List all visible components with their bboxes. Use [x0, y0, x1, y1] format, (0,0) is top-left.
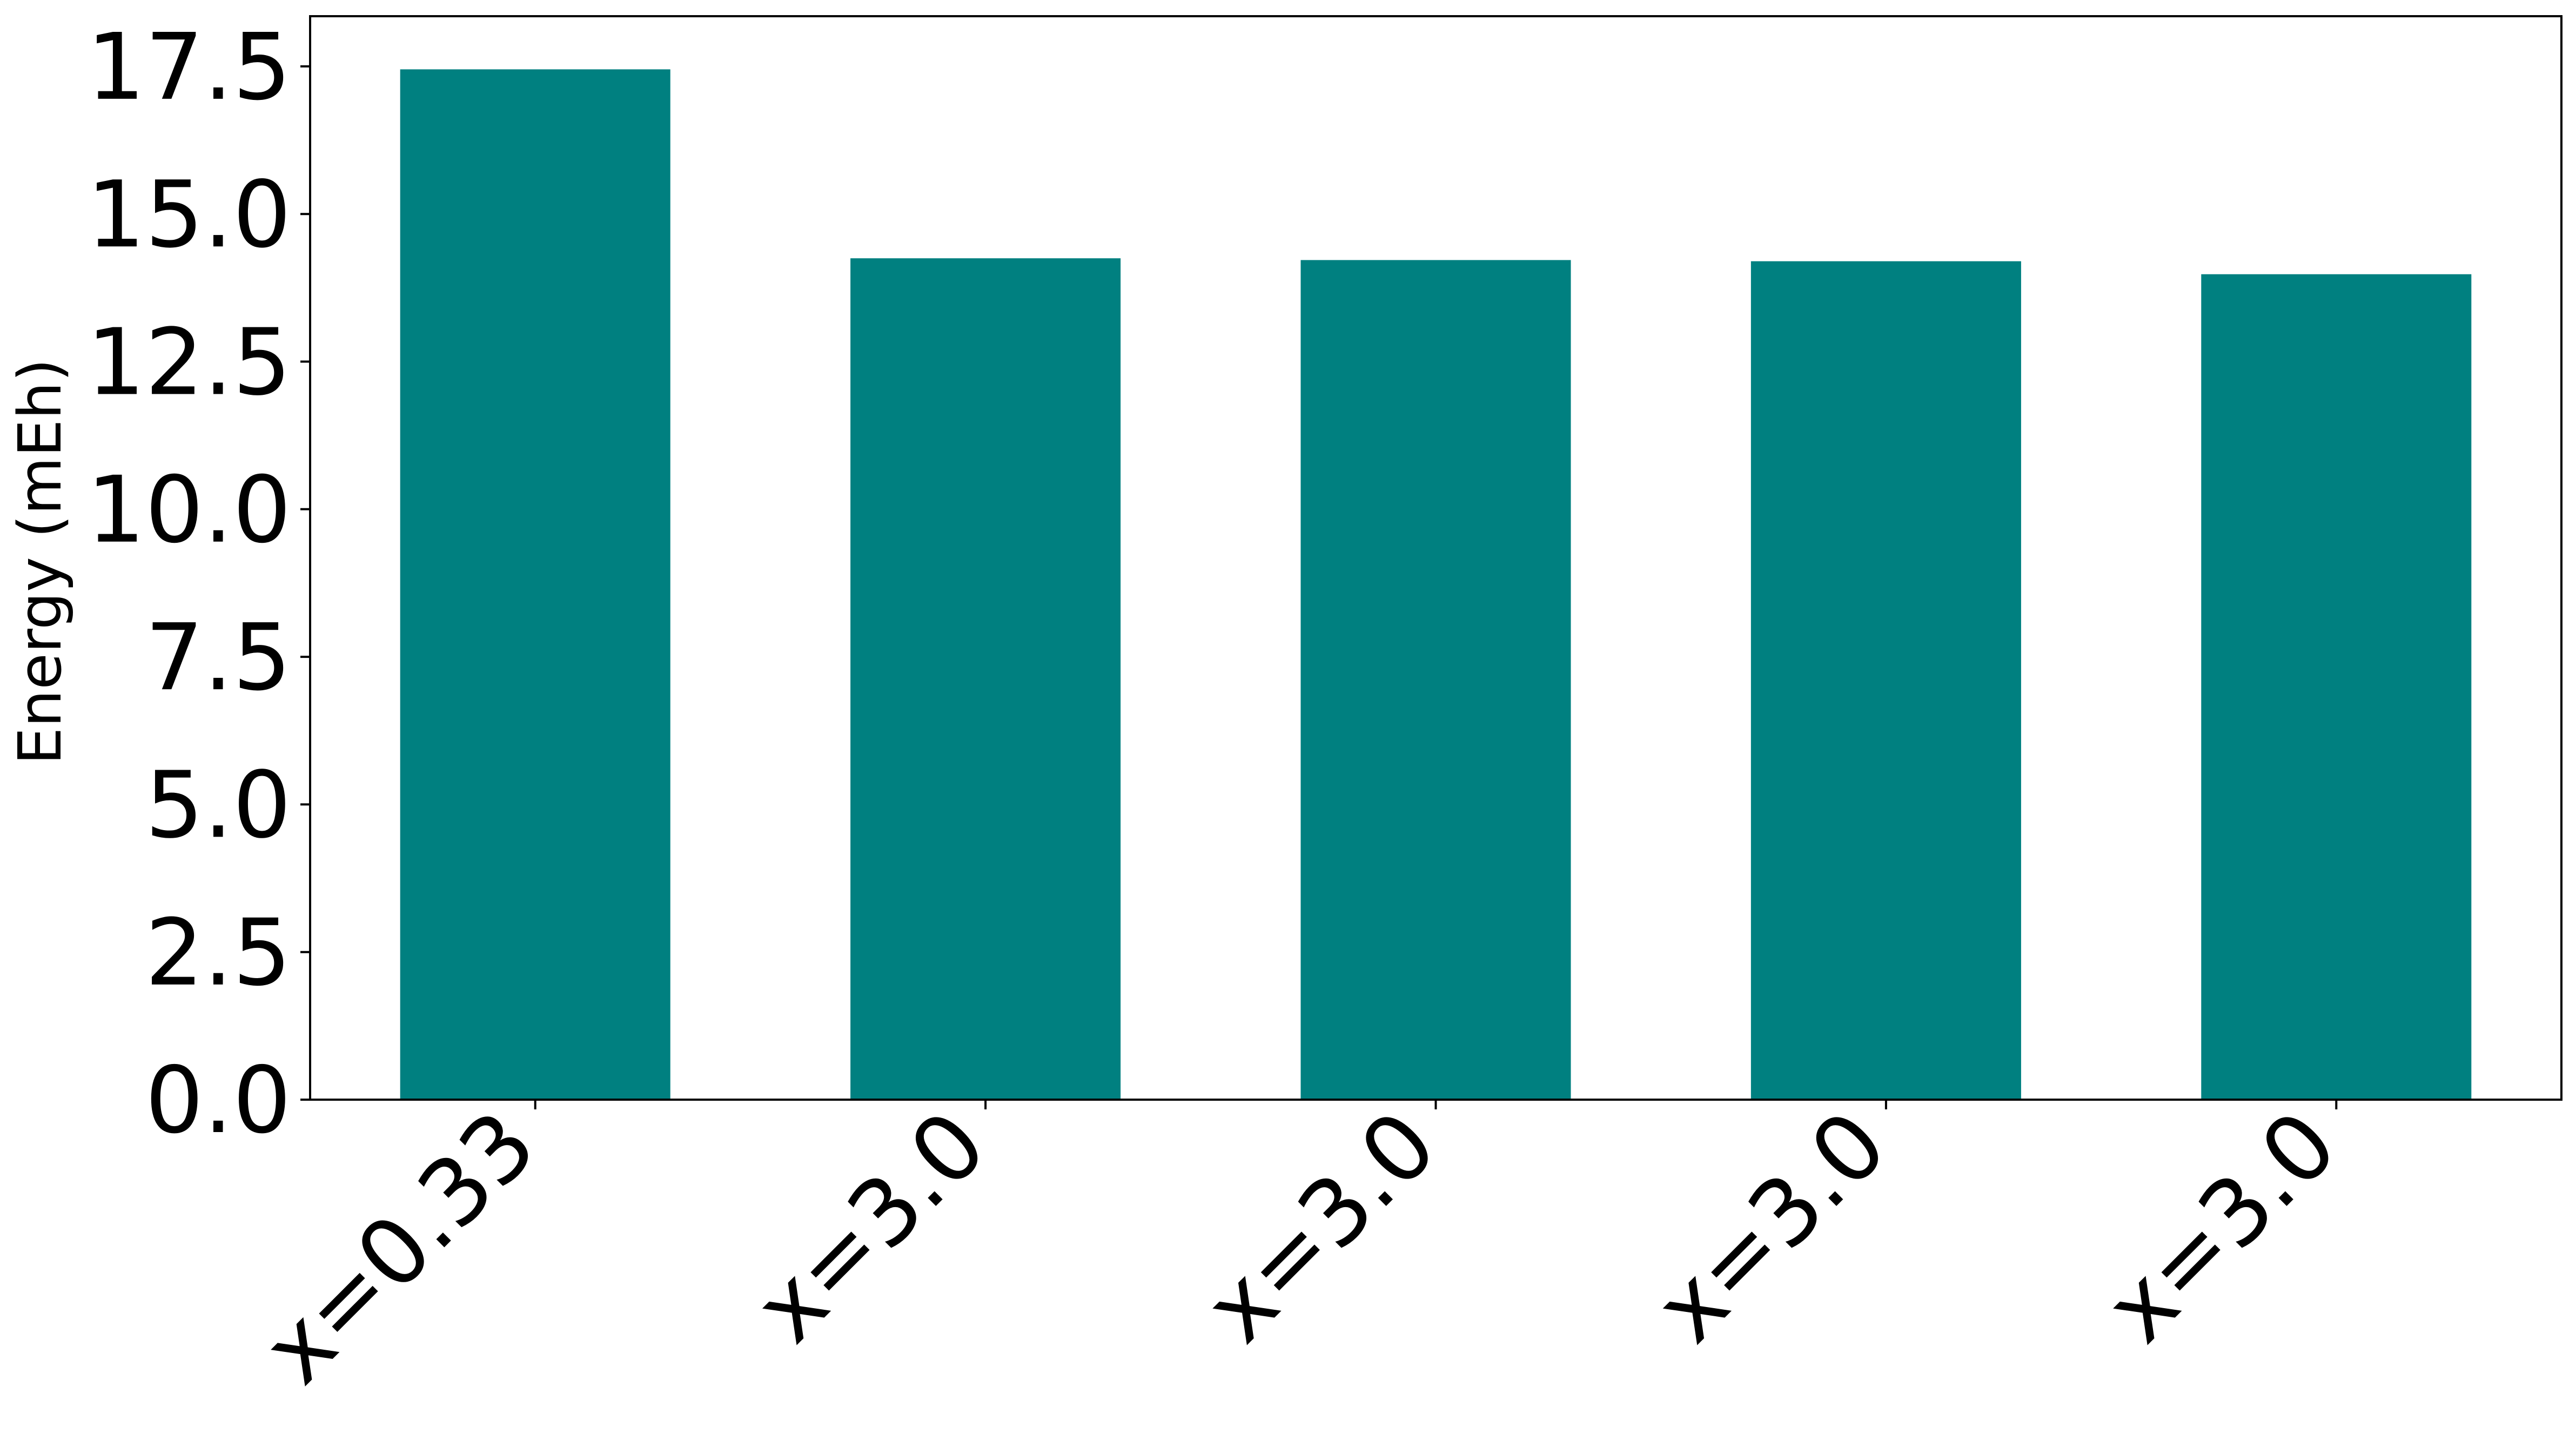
x-tick-label-4: x=3.0	[1635, 1091, 1907, 1363]
y-tick-label-7: 17.5	[86, 14, 291, 121]
y-axis-label: Energy (mEh)	[5, 359, 75, 765]
y-tick-label-2: 5.0	[145, 752, 291, 859]
x-tick-label-3: x=3.0	[1185, 1091, 1457, 1363]
x-tick-label-5: x=3.0	[2085, 1091, 2357, 1363]
bar-4	[1750, 261, 2021, 1100]
y-tick-label-6: 15.0	[86, 161, 291, 268]
y-axis: 0.0 2.5 5.0 7.5 10.0 12.5 15.0 17.5	[86, 14, 310, 1154]
bar-3	[1300, 260, 1571, 1100]
bars-group	[400, 69, 2472, 1100]
y-tick-label-4: 10.0	[86, 457, 291, 564]
y-tick-label-3: 7.5	[145, 604, 291, 711]
bar-1	[400, 69, 670, 1100]
bar-2	[850, 258, 1121, 1100]
plot-frame	[309, 15, 2562, 1101]
x-tick-label-2: x=3.0	[735, 1091, 1007, 1363]
x-axis: x=0.33 x=3.0 x=3.0 x=3.0 x=3.0	[243, 1091, 2357, 1404]
y-tick-label-5: 12.5	[86, 309, 291, 416]
bar-5	[2201, 274, 2472, 1100]
y-tick-label-0: 0.0	[145, 1047, 291, 1154]
y-tick-label-1: 2.5	[145, 900, 291, 1007]
